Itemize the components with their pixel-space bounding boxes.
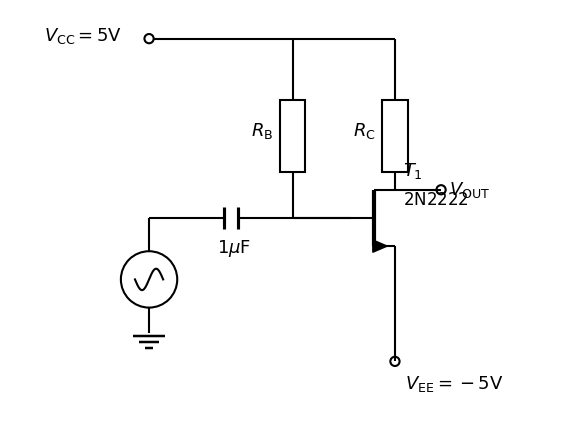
Text: $\mathrm{2N2222}$: $\mathrm{2N2222}$ <box>402 192 469 209</box>
Text: $V_{\mathrm{CC}} = 5\mathrm{V}$: $V_{\mathrm{CC}} = 5\mathrm{V}$ <box>44 26 122 46</box>
Text: $V_{\mathrm{OUT}}$: $V_{\mathrm{OUT}}$ <box>449 180 490 200</box>
Text: $R_{\mathrm{C}}$: $R_{\mathrm{C}}$ <box>353 121 376 141</box>
Bar <box>382 100 408 172</box>
Text: $V_{\mathrm{EE}} = -5\mathrm{V}$: $V_{\mathrm{EE}} = -5\mathrm{V}$ <box>405 374 504 394</box>
Polygon shape <box>373 240 387 252</box>
Text: $T_1$: $T_1$ <box>402 161 422 180</box>
Text: $R_{\mathrm{B}}$: $R_{\mathrm{B}}$ <box>252 121 274 141</box>
Bar <box>280 100 305 172</box>
Text: $1\mu\mathrm{F}$: $1\mu\mathrm{F}$ <box>216 238 250 259</box>
